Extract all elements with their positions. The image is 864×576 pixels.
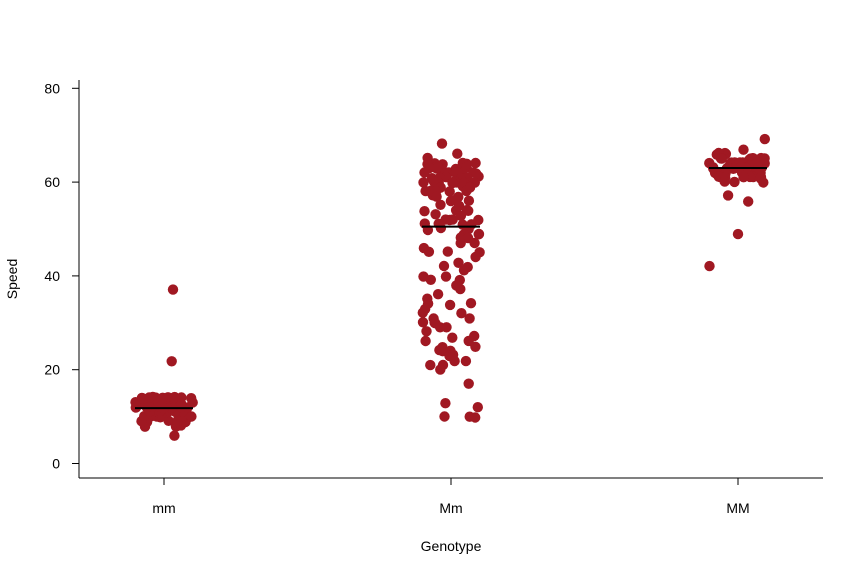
data-point	[460, 355, 472, 367]
data-point	[423, 246, 435, 257]
data-point	[456, 308, 467, 319]
data-point	[759, 133, 770, 145]
data-point	[758, 177, 769, 188]
data-point	[722, 190, 734, 201]
data-point	[704, 260, 715, 272]
data-point	[463, 378, 474, 389]
data-point	[461, 185, 472, 197]
data-point	[419, 167, 430, 178]
data-point	[417, 307, 428, 318]
data-point	[430, 209, 441, 220]
data-point	[447, 332, 458, 343]
data-point	[431, 191, 442, 202]
x-tick-label: MM	[726, 500, 749, 516]
data-point	[447, 214, 458, 225]
data-point	[455, 237, 466, 249]
data-point	[157, 392, 168, 403]
y-axis-ticks: 0 20 40 60 80	[44, 80, 79, 472]
data-point	[432, 162, 443, 173]
data-point	[743, 196, 754, 207]
data-point	[169, 430, 180, 441]
data-point	[441, 322, 452, 333]
data-point	[473, 228, 485, 240]
data-point	[715, 153, 727, 164]
data-point	[470, 157, 481, 169]
data-point	[469, 237, 480, 249]
y-tick-label: 40	[44, 268, 60, 284]
data-point	[444, 299, 456, 311]
data-point	[738, 172, 749, 183]
data-point	[463, 335, 474, 347]
data-point	[420, 335, 431, 347]
data-point	[440, 398, 451, 409]
mean-lines	[135, 167, 767, 410]
data-point	[425, 359, 436, 371]
data-point	[732, 228, 744, 240]
data-point	[470, 412, 481, 423]
y-tick-label: 80	[44, 80, 60, 96]
data-point	[449, 355, 460, 367]
data-point	[442, 246, 453, 257]
data-point	[186, 411, 197, 422]
data-point	[447, 177, 458, 189]
data-point	[419, 206, 430, 217]
x-tick-label: Mm	[439, 500, 462, 516]
data-point	[425, 274, 436, 285]
data-point	[472, 402, 483, 413]
data-point	[176, 392, 187, 403]
x-tick-label: mm	[152, 500, 175, 516]
data-point	[738, 144, 749, 155]
data-point	[455, 283, 466, 295]
data-point	[435, 364, 446, 375]
data-point	[470, 251, 481, 263]
data-point	[163, 415, 174, 426]
data-point	[463, 205, 474, 216]
x-axis-title: Genotype	[421, 538, 482, 554]
data-point	[444, 186, 455, 197]
data-point	[186, 393, 197, 404]
y-tick-label: 20	[44, 362, 60, 378]
data-points	[130, 133, 770, 441]
y-axis-title: Speed	[4, 259, 20, 299]
data-point	[421, 326, 432, 337]
data-point	[729, 176, 740, 188]
data-point	[438, 260, 450, 272]
data-point	[137, 393, 149, 404]
data-point	[458, 265, 470, 276]
data-point	[167, 284, 179, 295]
data-point	[439, 411, 450, 422]
data-point	[417, 317, 429, 328]
data-point	[452, 148, 463, 159]
data-point	[440, 271, 452, 282]
data-point	[470, 341, 481, 352]
data-point	[455, 210, 467, 221]
data-point	[436, 138, 448, 149]
data-point	[465, 298, 477, 309]
y-tick-label: 0	[52, 456, 60, 472]
data-point	[435, 199, 446, 210]
data-point	[432, 289, 444, 300]
data-point	[435, 222, 447, 234]
data-point	[463, 195, 475, 206]
data-point	[464, 313, 475, 324]
data-point	[418, 177, 429, 188]
y-tick-label: 60	[44, 174, 60, 190]
data-point	[453, 257, 464, 268]
x-axis-ticks: mm Mm MM	[152, 478, 750, 516]
data-point	[166, 356, 177, 367]
data-point	[719, 176, 730, 187]
